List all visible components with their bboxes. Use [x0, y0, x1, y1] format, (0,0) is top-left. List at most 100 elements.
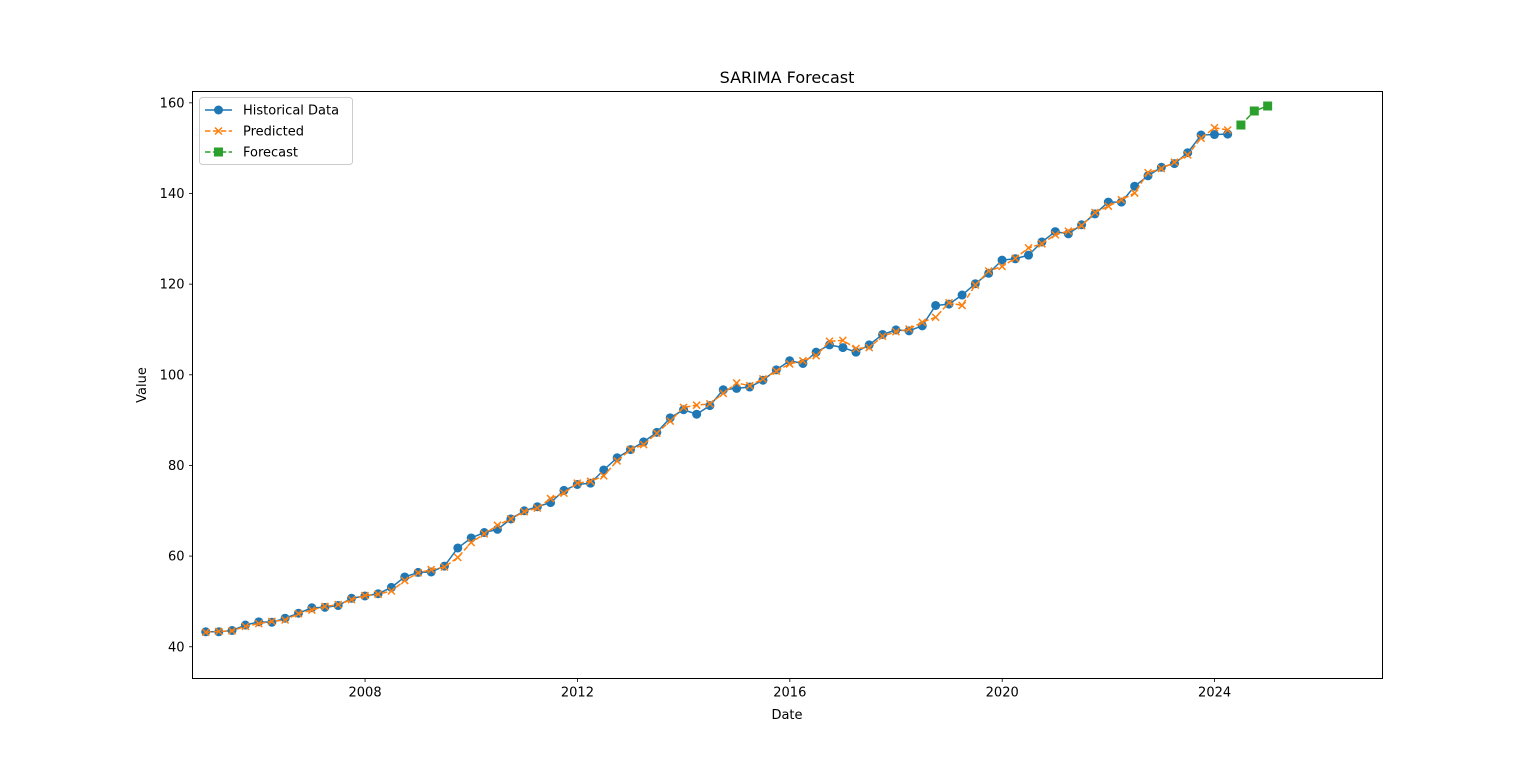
y-tick-label: 40	[168, 640, 185, 655]
data-point-historical-data	[572, 479, 582, 489]
data-point-historical-data	[1037, 237, 1047, 247]
y-tick-label: 100	[160, 368, 185, 383]
plot-area	[201, 101, 1273, 637]
data-point-historical-data	[878, 329, 888, 339]
data-point-predicted	[679, 403, 688, 412]
data-point-predicted	[400, 576, 409, 585]
data-point-predicted	[1090, 208, 1099, 217]
y-tick-label: 120	[160, 278, 185, 293]
data-point-predicted	[307, 606, 316, 615]
data-point-predicted	[931, 313, 940, 322]
data-point-predicted	[613, 456, 622, 465]
data-point-predicted	[798, 356, 807, 365]
data-point-historical-data	[891, 325, 901, 335]
data-point-predicted	[851, 344, 860, 353]
data-point-predicted	[201, 628, 210, 637]
data-point-predicted	[1104, 202, 1113, 211]
data-point-predicted	[732, 378, 741, 387]
data-point-predicted	[480, 529, 489, 538]
data-point-predicted	[692, 401, 701, 410]
y-axis: 40 60 80 100 120 140 160	[160, 96, 193, 655]
data-point-predicted	[1117, 195, 1126, 204]
data-point-predicted	[493, 521, 502, 530]
data-point-predicted	[1064, 227, 1073, 236]
data-point-historical-data	[1183, 148, 1193, 158]
y-tick-label: 80	[168, 459, 185, 474]
y-tick-label: 160	[160, 96, 185, 111]
x-tick-label: 2016	[773, 686, 806, 701]
data-point-predicted	[1143, 168, 1153, 177]
data-point-predicted	[320, 602, 329, 611]
data-point-predicted	[573, 479, 582, 488]
data-point-predicted	[1077, 221, 1086, 230]
legend-label: Forecast	[243, 146, 298, 161]
data-point-forecast	[1249, 106, 1259, 116]
data-point-historical-data	[944, 299, 954, 309]
data-point-predicted	[891, 327, 900, 336]
data-point-historical-data	[639, 437, 649, 447]
legend-label: Predicted	[243, 125, 304, 140]
data-point-predicted	[427, 565, 436, 574]
data-point-predicted	[559, 489, 568, 498]
data-point-predicted	[1157, 164, 1166, 173]
legend-item-predicted: Predicted	[205, 125, 304, 140]
data-point-predicted	[294, 609, 303, 618]
data-point-predicted	[758, 374, 767, 383]
data-point-predicted	[1210, 123, 1219, 132]
data-point-historical-data	[957, 290, 967, 300]
data-point-predicted	[705, 399, 714, 408]
chart-title: SARIMA Forecast	[720, 68, 855, 87]
data-point-predicted	[241, 622, 250, 631]
data-point-historical-data	[692, 409, 702, 419]
data-point-historical-data	[1209, 130, 1219, 140]
series-line-predicted	[205, 127, 1228, 634]
data-point-predicted	[506, 514, 515, 523]
data-point-predicted	[838, 336, 847, 345]
data-point-predicted	[453, 553, 462, 562]
data-point-predicted	[666, 417, 675, 426]
data-point-predicted	[414, 568, 423, 577]
legend-marker	[214, 147, 223, 157]
data-point-historical-data	[931, 300, 941, 310]
data-point-predicted	[998, 262, 1007, 271]
x-axis: 2008 2012 2016 2020 2024	[349, 678, 1231, 701]
data-point-historical-data	[665, 413, 675, 423]
legend-marker	[214, 105, 223, 115]
data-point-predicted	[281, 615, 290, 625]
data-point-predicted	[1130, 189, 1139, 198]
data-point-historical-data	[997, 255, 1007, 265]
data-point-historical-data	[1143, 171, 1153, 181]
data-point-predicted	[374, 590, 383, 599]
data-point-predicted	[347, 595, 356, 604]
data-point-predicted	[546, 494, 555, 503]
data-point-historical-data	[970, 279, 980, 289]
data-point-predicted	[1011, 254, 1020, 263]
data-point-predicted	[228, 626, 237, 635]
series-forecast	[1236, 101, 1273, 130]
data-point-historical-data	[347, 593, 357, 603]
y-tick-label: 140	[160, 187, 185, 202]
data-point-historical-data	[838, 343, 848, 353]
data-point-historical-data	[240, 620, 250, 630]
data-point-predicted	[904, 324, 914, 334]
data-point-predicted	[586, 477, 595, 486]
data-point-predicted	[520, 507, 529, 516]
data-point-historical-data	[280, 613, 290, 623]
data-point-predicted	[878, 332, 887, 341]
x-tick-label: 2020	[986, 686, 1019, 701]
data-point-historical-data	[612, 453, 622, 463]
data-point-predicted	[1024, 243, 1033, 252]
data-point-predicted	[971, 281, 980, 290]
data-point-predicted	[772, 367, 781, 376]
data-point-historical-data	[1169, 159, 1179, 169]
data-point-predicted	[1170, 158, 1179, 167]
data-point-predicted	[1183, 150, 1192, 159]
data-point-historical-data	[705, 401, 715, 411]
data-point-predicted	[984, 266, 993, 276]
data-point-predicted	[958, 301, 967, 310]
data-point-predicted	[719, 389, 728, 398]
data-point-predicted	[1051, 230, 1060, 239]
data-point-historical-data	[599, 465, 609, 475]
data-point-historical-data	[586, 478, 596, 488]
